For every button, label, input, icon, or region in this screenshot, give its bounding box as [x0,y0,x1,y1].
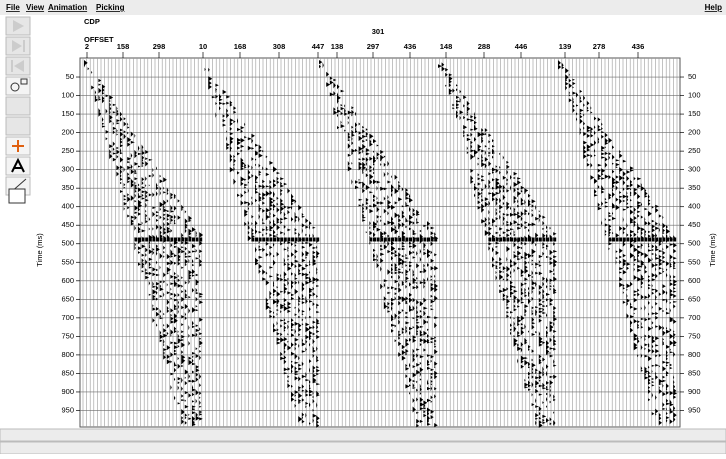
time-tick-label: 700 [61,313,74,322]
time-tick-label: 150 [688,109,701,118]
offset-label: 297 [367,42,380,51]
time-tick-label: 300 [688,165,701,174]
time-tick-label: 750 [61,331,74,340]
offset-label: 148 [440,42,453,51]
offset-label: 298 [153,42,166,51]
time-tick-label: 650 [688,294,701,303]
time-tick-label: 350 [688,183,701,192]
zoom-button[interactable] [5,76,31,96]
tool-button[interactable] [5,96,31,116]
menu-picking[interactable]: Picking [96,3,125,12]
time-tick-label: 400 [688,202,701,211]
pick-icon [12,140,24,152]
time-tick-label: 800 [688,350,701,359]
time-tick-label: 550 [688,257,701,266]
zoom-icon [10,82,20,92]
offset-label: 168 [234,42,247,51]
plot-frame [79,57,681,428]
time-tick-label: 500 [688,239,701,248]
time-axis-label: Time (ms) [35,233,44,267]
time-tick-label: 200 [61,128,74,137]
time-tick-label: 800 [61,350,74,359]
menu-file[interactable]: File [6,3,20,12]
time-tick-label: 100 [688,91,701,100]
time-tick-label: 150 [61,109,74,118]
time-tick-label: 350 [61,183,74,192]
time-tick-label: 250 [61,146,74,155]
wiggle-gather [84,60,204,427]
offset-label: 158 [117,42,130,51]
offset-label: 446 [515,42,528,51]
time-axis-label: Time (ms) [708,233,717,267]
color-button[interactable] [8,188,26,204]
time-tick-label: 950 [61,405,74,414]
offset-label: 278 [593,42,606,51]
time-tick-label: 750 [688,331,701,340]
time-tick-label: 700 [688,313,701,322]
time-tick-label: 550 [61,257,74,266]
tool-button[interactable] [5,116,31,136]
status-bar [0,428,726,442]
time-tick-label: 900 [688,387,701,396]
time-tick-label: 100 [61,91,74,100]
offset-label: 2 [85,42,89,51]
zoom-box [20,78,28,85]
menu-animation[interactable]: Animation [48,3,87,12]
offset-label: 139 [559,42,572,51]
prev-icon [11,60,24,72]
time-tick-label: 200 [688,128,701,137]
menu-view[interactable]: View [26,3,45,12]
toolbar [5,16,31,204]
offset-label: 447 [312,42,325,51]
cdp-label: CDP [84,17,100,26]
time-tick-label: 600 [61,276,74,285]
menu-help[interactable]: Help [705,3,722,12]
time-tick-label: 850 [61,368,74,377]
offset-label: 10 [199,42,207,51]
offset-label: 138 [331,42,344,51]
time-tick-label: 850 [688,368,701,377]
text-icon [11,157,25,173]
offset-label: 436 [632,42,645,51]
wiggle-gather [204,67,321,428]
menu-bar [0,0,726,15]
time-tick-label: 650 [61,294,74,303]
time-tick-label: 50 [688,72,696,81]
offset-label: 288 [478,42,491,51]
time-tick-label: 300 [61,165,74,174]
time-tick-label: 950 [688,405,701,414]
time-tick-label: 500 [61,239,74,248]
offset-label: OFFSET [84,35,114,44]
time-tick-label: 600 [688,276,701,285]
time-tick-label: 450 [688,220,701,229]
cdp-value: 301 [372,27,385,36]
time-tick-label: 900 [61,387,74,396]
offset-label: 308 [273,42,286,51]
offset-label: 436 [404,42,417,51]
message-bar [0,441,726,455]
time-tick-label: 50 [66,72,74,81]
time-tick-label: 450 [61,220,74,229]
seismic-plot [76,58,684,429]
next-icon [12,40,25,52]
time-tick-label: 250 [688,146,701,155]
play-icon [13,20,24,32]
time-tick-label: 400 [61,202,74,211]
